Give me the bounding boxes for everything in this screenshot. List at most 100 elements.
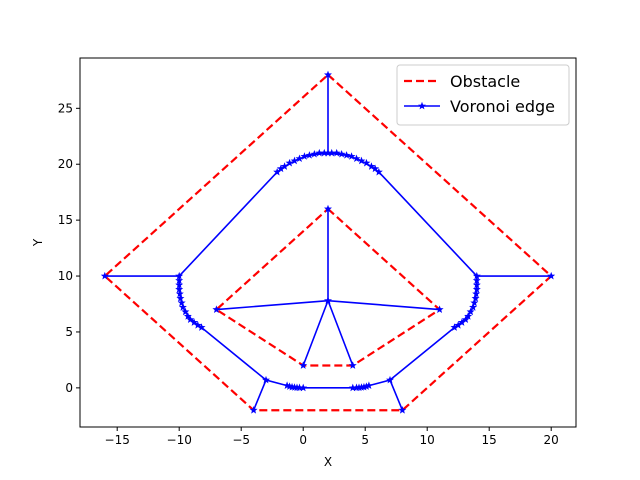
voronoi-point-37 xyxy=(367,162,376,170)
voronoi-point-12 xyxy=(212,305,221,313)
voronoi-point-41 xyxy=(175,280,184,289)
y-tick-label: 0 xyxy=(65,381,73,395)
voronoi-point-54 xyxy=(472,280,481,289)
voronoi-point-34 xyxy=(352,154,361,163)
voronoi-point-33 xyxy=(347,152,356,160)
voronoi-point-23 xyxy=(295,154,304,163)
x-tick-label: −5 xyxy=(232,433,250,447)
voronoi-point-49 xyxy=(186,315,195,324)
voronoi-point-28 xyxy=(320,148,329,157)
legend-box xyxy=(396,64,570,126)
x-tick-label: −10 xyxy=(167,433,192,447)
voronoi-point-42 xyxy=(175,285,184,293)
voronoi-point-40 xyxy=(175,276,184,284)
voronoi-point-3 xyxy=(547,271,556,280)
voronoi-point-25 xyxy=(305,151,314,159)
voronoi-point-35 xyxy=(357,156,366,165)
voronoi-point-64 xyxy=(454,321,463,329)
voronoi-edge-4 xyxy=(389,379,404,411)
voronoi-point-18 xyxy=(273,167,282,176)
voronoi-point-13 xyxy=(435,305,444,313)
voronoi-point-2 xyxy=(100,271,109,280)
voronoi-point-48 xyxy=(183,312,192,320)
legend-voronoi-marker xyxy=(418,101,426,110)
y-tick-label: 25 xyxy=(58,101,73,115)
legend: Obstacle Voronoi edge xyxy=(396,64,570,126)
voronoi-point-56 xyxy=(472,289,481,298)
x-tick-label: 0 xyxy=(299,433,307,447)
voronoi-point-29 xyxy=(327,148,336,157)
voronoi-edge-3 xyxy=(252,379,267,411)
voronoi-edge-6 xyxy=(216,299,329,311)
plot-area xyxy=(100,70,556,414)
voronoi-point-71 xyxy=(295,383,304,392)
voronoi-edge-14 xyxy=(378,171,478,277)
legend-obstacle-label: Obstacle xyxy=(450,72,520,91)
voronoi-point-20 xyxy=(280,162,289,170)
voronoi-point-45 xyxy=(177,298,186,307)
voronoi-point-1 xyxy=(324,148,332,157)
voronoi-point-30 xyxy=(332,148,341,157)
x-tick-label: 5 xyxy=(361,433,369,447)
x-tick-label: 10 xyxy=(420,433,435,447)
voronoi-point-4 xyxy=(175,271,184,280)
voronoi-point-38 xyxy=(371,164,380,173)
voronoi-point-5 xyxy=(472,271,481,280)
y-tick-label: 5 xyxy=(65,325,73,339)
voronoi-point-46 xyxy=(178,303,187,311)
voronoi-point-32 xyxy=(342,151,351,159)
voronoi-point-21 xyxy=(285,158,294,167)
voronoi-point-77 xyxy=(352,383,361,392)
voronoi-point-39 xyxy=(374,167,383,176)
voronoi-point-36 xyxy=(362,158,371,167)
legend-voronoi-label: Voronoi edge xyxy=(450,97,555,116)
voronoi-point-10 xyxy=(324,204,332,213)
y-tick-label: 10 xyxy=(58,269,73,283)
voronoi-point-61 xyxy=(464,312,473,320)
y-tick-label: 20 xyxy=(58,157,73,171)
voronoi-point-17 xyxy=(348,383,357,392)
voronoi-edge-13 xyxy=(178,171,278,277)
voronoi-point-27 xyxy=(315,148,324,157)
voronoi-point-59 xyxy=(469,303,478,311)
voronoi-point-43 xyxy=(175,289,184,298)
voronoi-point-58 xyxy=(470,298,479,307)
voronoi-point-63 xyxy=(457,318,466,326)
x-axis-label: X xyxy=(324,455,332,469)
voronoi-point-15 xyxy=(348,361,357,369)
obstacle-line-0 xyxy=(103,73,553,412)
x-tick-label: −15 xyxy=(105,433,130,447)
x-tick-label: 15 xyxy=(482,433,497,447)
voronoi-point-62 xyxy=(461,315,470,324)
legend-star-marker xyxy=(418,101,426,110)
voronoi-point-14 xyxy=(299,361,308,369)
voronoi-point-22 xyxy=(290,156,299,165)
x-tick-label: 20 xyxy=(544,433,559,447)
voronoi-point-16 xyxy=(299,383,308,392)
axes: −15 −10 −5 0 5 10 15 20 0 5 10 15 20 25 xyxy=(58,57,577,447)
voronoi-point-57 xyxy=(471,294,480,302)
voronoi-point-11 xyxy=(324,296,332,305)
axes-frame xyxy=(79,57,577,428)
voronoi-point-65 xyxy=(450,323,459,331)
voronoi-point-8 xyxy=(262,375,270,384)
voronoi-point-31 xyxy=(337,149,346,158)
voronoi-point-55 xyxy=(472,285,481,293)
voronoi-point-52 xyxy=(197,323,206,331)
voronoi-point-47 xyxy=(181,307,190,316)
obstacle-line-1 xyxy=(214,208,442,367)
y-axis-label: Y xyxy=(31,238,45,247)
voronoi-point-53 xyxy=(472,276,481,284)
voronoi-point-50 xyxy=(190,318,199,326)
voronoi-point-44 xyxy=(176,294,185,302)
voronoi-point-26 xyxy=(310,149,319,158)
voronoi-edge-8 xyxy=(302,300,329,366)
voronoi-point-19 xyxy=(276,164,285,173)
voronoi-point-9 xyxy=(386,375,394,384)
voronoi-point-24 xyxy=(300,152,309,160)
voronoi-point-6 xyxy=(249,406,258,414)
y-tick-label: 15 xyxy=(58,213,73,227)
voronoi-point-60 xyxy=(466,307,475,316)
voronoi-point-7 xyxy=(398,406,407,414)
